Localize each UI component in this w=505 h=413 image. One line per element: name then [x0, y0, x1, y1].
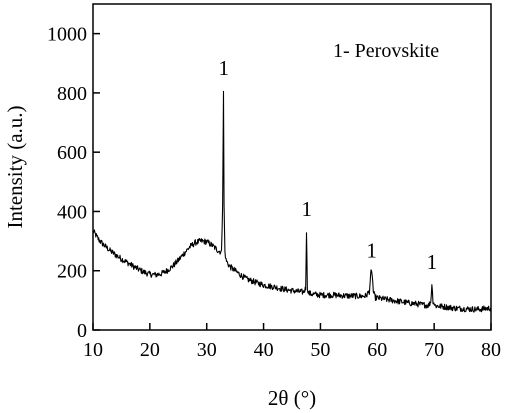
y-tick-label: 400 — [57, 201, 87, 223]
peak-label: 1 — [366, 238, 377, 262]
y-tick-label: 800 — [57, 83, 87, 105]
peak-label: 1 — [427, 250, 438, 274]
peak-annotations: 1 1 1 1 — [219, 56, 438, 274]
series-line — [92, 90, 492, 313]
x-tick-label: 30 — [197, 339, 217, 361]
x-axis-ticks: 10 20 30 40 50 60 70 80 — [83, 323, 501, 361]
x-tick-label: 10 — [83, 339, 103, 361]
x-tick-label: 60 — [367, 339, 387, 361]
x-tick-label: 50 — [310, 339, 330, 361]
x-tick-label: 80 — [481, 339, 501, 361]
x-tick-label: 20 — [140, 339, 160, 361]
peak-label: 1 — [219, 56, 230, 80]
y-axis-ticks: 0 200 400 600 800 1000 — [47, 24, 100, 342]
y-tick-label: 0 — [77, 320, 87, 342]
x-tick-label: 40 — [254, 339, 274, 361]
x-tick-label: 70 — [424, 339, 444, 361]
y-tick-label: 200 — [57, 261, 87, 283]
y-tick-label: 1000 — [47, 24, 87, 46]
x-axis-title: 2θ (°) — [268, 386, 316, 410]
legend-text: 1- Perovskite — [333, 40, 439, 62]
plot-frame — [92, 3, 492, 331]
y-tick-label: 600 — [57, 142, 87, 164]
series-layer — [92, 90, 492, 313]
y-axis-title: Intensity (a.u.) — [3, 105, 27, 228]
peak-label: 1 — [302, 197, 313, 221]
